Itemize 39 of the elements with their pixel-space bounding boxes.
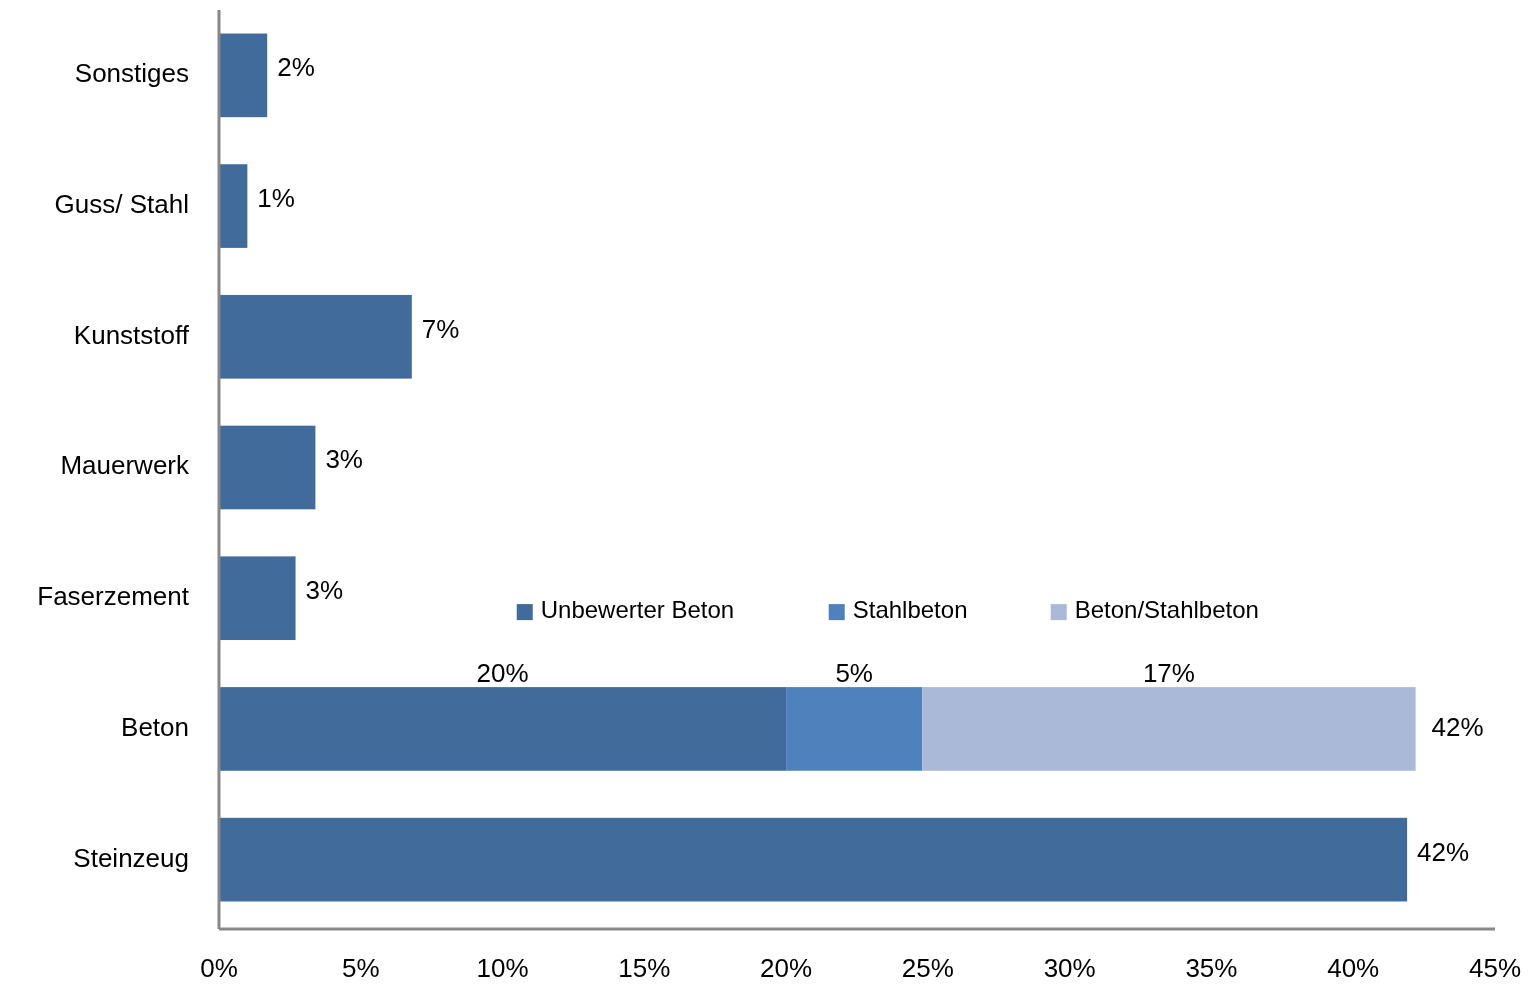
data-label: 2% — [277, 52, 315, 83]
x-tick-label: 10% — [476, 953, 529, 983]
x-tick-label: 5% — [341, 953, 380, 983]
legend-label: Unbewerter Beton — [540, 596, 735, 624]
x-tick-label: 45% — [1468, 953, 1522, 983]
bar — [219, 164, 248, 248]
data-label: 1% — [257, 182, 295, 213]
bar — [219, 33, 268, 118]
x-tick-label: 30% — [1043, 953, 1096, 983]
data-label: 3% — [305, 575, 344, 606]
x-tick-label: 15% — [618, 953, 671, 983]
y-tick-label: Faserzement — [37, 581, 190, 612]
y-tick-label: Beton — [121, 711, 189, 742]
bar — [922, 687, 1416, 771]
x-tick-label: 20% — [760, 953, 813, 983]
legend-label: Stahlbeton — [852, 596, 968, 624]
data-label: 20% — [476, 658, 529, 689]
bar — [786, 687, 923, 771]
bar — [219, 687, 787, 771]
data-label: 42% — [1417, 836, 1470, 867]
data-label: 5% — [835, 658, 873, 689]
bar — [219, 817, 1408, 902]
y-tick-label: Sonstiges — [74, 58, 189, 89]
bar — [219, 425, 316, 510]
data-label: 17% — [1142, 658, 1195, 689]
x-tick-label: 25% — [901, 953, 954, 983]
x-tick-label: 35% — [1185, 953, 1238, 983]
y-tick-label: Guss/ Stahl — [54, 188, 189, 219]
bar — [219, 294, 412, 379]
legend-label: Beton/Stahlbeton — [1074, 596, 1259, 624]
bar — [219, 556, 296, 641]
data-label: 3% — [325, 444, 363, 475]
x-tick-label: 0% — [200, 953, 238, 983]
total-label: 42% — [1431, 711, 1484, 742]
y-tick-label: Mauerwerk — [60, 450, 190, 481]
x-tick-label: 40% — [1327, 953, 1380, 983]
y-tick-label: Kunststoff — [73, 319, 190, 350]
data-label: 7% — [421, 313, 460, 344]
y-tick-label: Steinzeug — [73, 842, 189, 873]
